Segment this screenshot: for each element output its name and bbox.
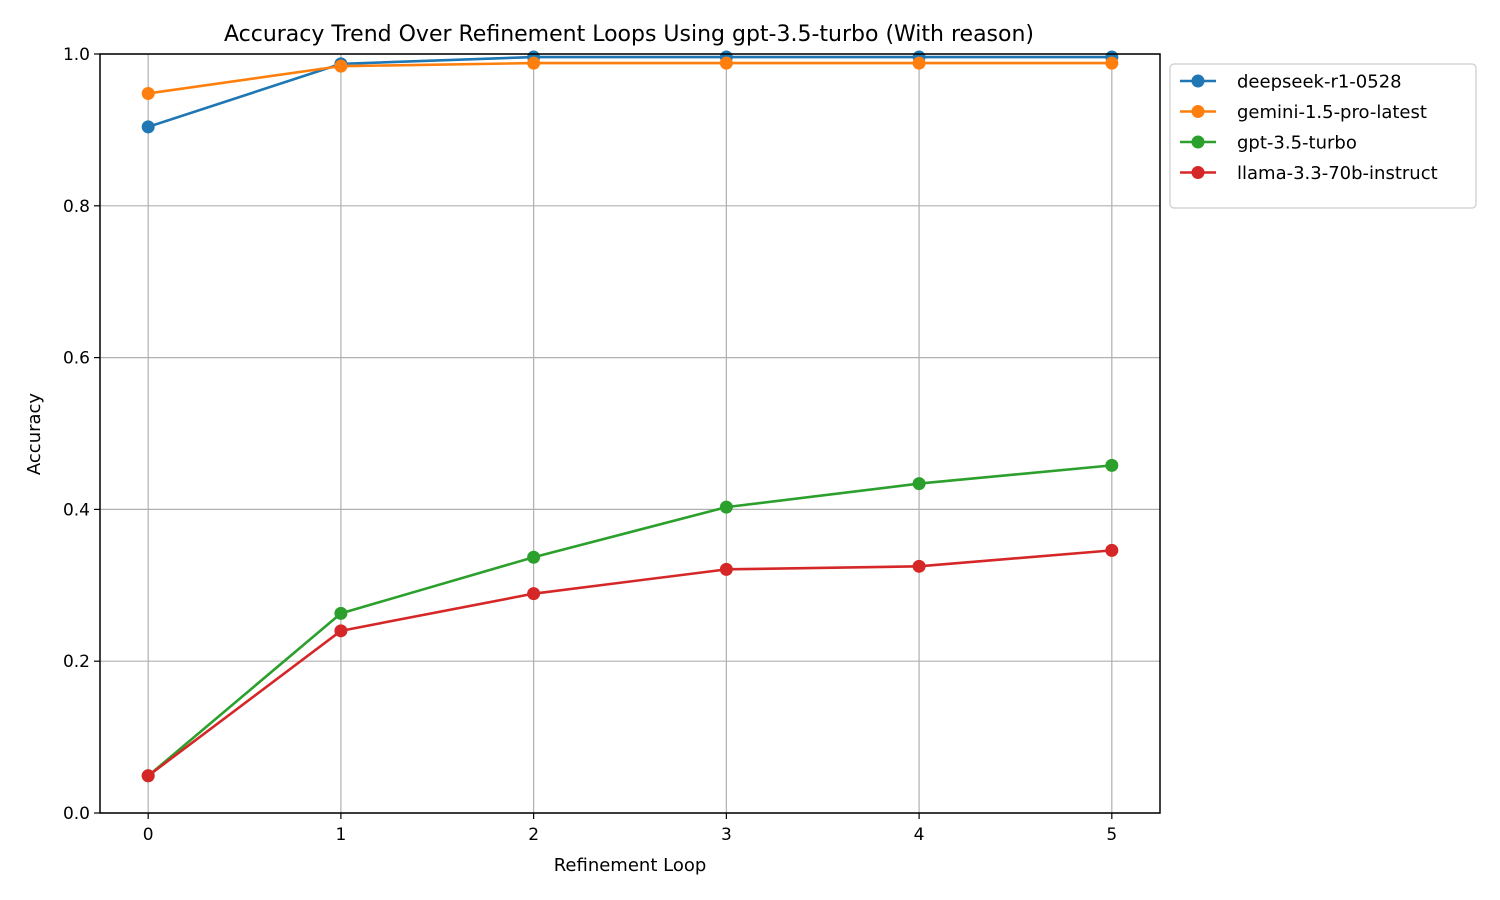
legend-marker: [1191, 135, 1205, 149]
chart-title: Accuracy Trend Over Refinement Loops Usi…: [224, 22, 1034, 47]
legend-marker: [1191, 105, 1205, 118]
data-point: [141, 120, 155, 134]
grid: [100, 53, 1160, 814]
axis-ticks: 0 1 2 3 4 5 0.0 0.2 0.4 0.6 0.8 1.0: [63, 45, 1117, 845]
data-point: [1105, 458, 1119, 472]
data-point: [334, 59, 348, 73]
legend-label: deepseek-r1-0528: [1237, 72, 1402, 93]
legend-box: [1169, 63, 1477, 209]
y-tick-label: 0.0: [63, 804, 90, 824]
x-tick-label: 3: [721, 825, 732, 845]
data-point: [334, 624, 348, 638]
legend-label: llama-3.3-70b-instruct: [1237, 163, 1438, 184]
data-point: [719, 56, 733, 70]
x-tick-label: 4: [914, 825, 925, 845]
legend-marker: [1191, 74, 1205, 88]
data-point: [527, 56, 541, 70]
y-tick-label: 0.8: [63, 197, 90, 217]
series-line: [147, 55, 1112, 129]
legend: deepseek-r1-0528 gemini-1.5-pro-latest gpt…: [1169, 63, 1477, 209]
data-point: [1105, 56, 1119, 70]
plot-frame: [99, 53, 1161, 814]
y-tick-label: 1.0: [63, 45, 90, 65]
legend-item: deepseek-r1-0528: [1180, 72, 1402, 93]
y-tick-label: 0.4: [63, 500, 90, 520]
data-point: [334, 606, 348, 620]
x-tick-label: 5: [1106, 825, 1117, 845]
data-point: [141, 86, 155, 100]
data-point: [719, 500, 733, 514]
y-tick-label: 0.6: [63, 349, 90, 369]
data-point: [527, 550, 541, 564]
series-line: [147, 464, 1112, 777]
plot-series: [141, 50, 1119, 783]
legend-item: gemini-1.5-pro-latest: [1180, 102, 1427, 123]
x-tick-label: 1: [335, 825, 346, 845]
series-line: [147, 61, 1112, 95]
legend-label: gemini-1.5-pro-latest: [1237, 102, 1427, 123]
legend-item: llama-3.3-70b-instruct: [1180, 163, 1438, 184]
x-tick-label: 2: [528, 825, 539, 845]
y-axis-label: Accuracy: [24, 393, 45, 476]
data-point: [1105, 543, 1119, 557]
x-tick-label: 0: [143, 825, 154, 845]
data-point: [912, 56, 926, 70]
data-point: [141, 769, 155, 783]
y-tick-label: 0.2: [63, 652, 90, 672]
series-line: [147, 549, 1112, 777]
data-point: [719, 562, 733, 576]
legend-marker: [1191, 166, 1205, 179]
data-point: [912, 559, 926, 573]
data-point: [527, 587, 541, 601]
series-gemini-1.5-pro-latest: [141, 56, 1119, 100]
data-point: [912, 477, 926, 491]
legend-item: gpt-3.5-turbo: [1180, 133, 1357, 154]
x-axis-label: Refinement Loop: [554, 855, 707, 876]
series-llama-3.3-70b-instruct: [141, 543, 1119, 783]
legend-label: gpt-3.5-turbo: [1237, 133, 1357, 154]
